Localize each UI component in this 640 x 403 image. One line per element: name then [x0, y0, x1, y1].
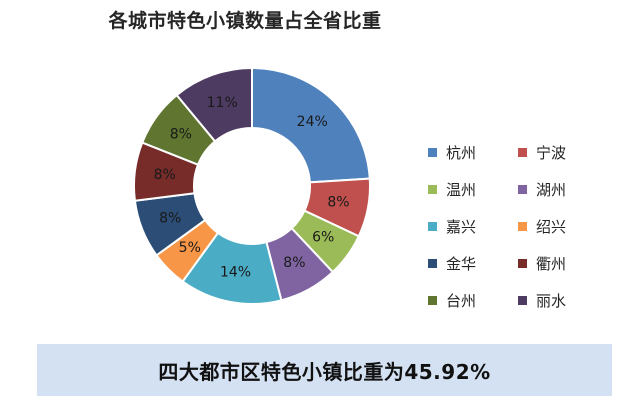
legend-label: 嘉兴 — [446, 217, 477, 236]
legend-item-绍兴: 绍兴 — [518, 216, 608, 236]
legend-item-湖州: 湖州 — [518, 179, 608, 199]
legend-label: 台州 — [446, 291, 477, 310]
slice-label-绍兴: 5% — [179, 240, 201, 256]
donut-chart: 24% 8% 6% 8% 14% 5% 8% 8% 8% 11% — [133, 66, 371, 305]
legend-swatch — [518, 221, 527, 231]
legend-swatch — [428, 147, 437, 157]
slice-label-宁波: 8% — [327, 194, 349, 210]
slice-label-湖州: 8% — [283, 255, 305, 271]
slice-label-台州: 8% — [170, 126, 192, 142]
legend-item-衢州: 衢州 — [518, 253, 608, 273]
slice-label-嘉兴: 14% — [220, 264, 251, 280]
slice-杭州 — [251, 66, 371, 184]
slice-label-杭州: 24% — [297, 114, 328, 130]
legend: 杭州 宁波温州 湖州嘉兴 绍兴金华 衢州台州 丽水 — [428, 142, 608, 310]
legend-swatch — [518, 147, 527, 157]
slice-label-温州: 6% — [312, 230, 334, 246]
legend-item-丽水: 丽水 — [518, 290, 608, 310]
legend-label: 衢州 — [536, 254, 567, 273]
legend-item-宁波: 宁波 — [518, 142, 608, 162]
legend-swatch — [428, 184, 437, 194]
legend-label: 湖州 — [536, 180, 567, 199]
legend-label: 丽水 — [536, 291, 567, 310]
chart-title: 各城市特色小镇数量占全省比重 — [108, 10, 382, 32]
legend-label: 杭州 — [446, 143, 477, 162]
legend-swatch — [518, 295, 527, 305]
legend-item-杭州: 杭州 — [428, 142, 518, 162]
legend-swatch — [428, 221, 437, 231]
footer-banner: 四大都市区特色小镇比重为45.92% — [37, 344, 612, 396]
legend-item-金华: 金华 — [428, 253, 518, 273]
legend-item-嘉兴: 嘉兴 — [428, 216, 518, 236]
slice-label-衢州: 8% — [154, 167, 176, 183]
legend-label: 温州 — [446, 180, 477, 199]
legend-swatch — [428, 258, 437, 268]
footer-text: 四大都市区特色小镇比重为45.92% — [158, 359, 491, 384]
legend-swatch — [518, 258, 527, 268]
legend-item-温州: 温州 — [428, 179, 518, 199]
legend-label: 绍兴 — [536, 217, 567, 236]
legend-swatch — [518, 184, 527, 194]
slice-label-金华: 8% — [159, 210, 181, 226]
legend-label: 金华 — [446, 254, 477, 273]
legend-item-台州: 台州 — [428, 290, 518, 310]
slice-label-丽水: 11% — [207, 95, 238, 111]
legend-swatch — [428, 295, 437, 305]
slice-丽水 — [175, 66, 253, 143]
legend-label: 宁波 — [536, 143, 567, 162]
